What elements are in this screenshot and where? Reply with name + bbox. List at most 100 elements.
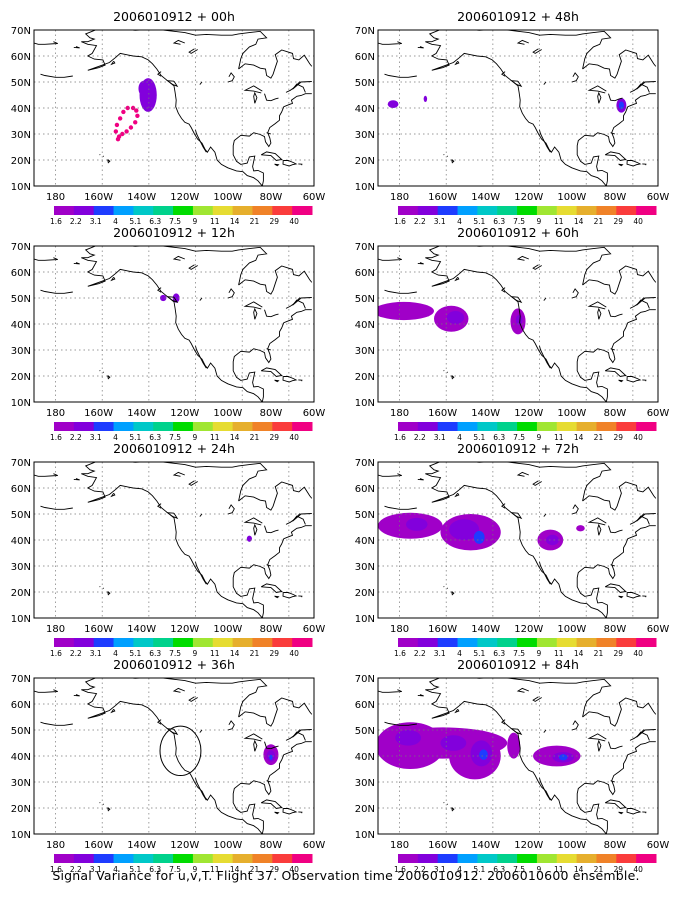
colorbar-swatch bbox=[536, 206, 558, 215]
colorbar-label: 40 bbox=[289, 217, 299, 226]
coastline bbox=[576, 309, 656, 402]
coastline bbox=[232, 525, 312, 618]
colorbar-label: 4 bbox=[113, 433, 118, 442]
colorbar-swatch bbox=[417, 638, 439, 647]
colorbar-swatch bbox=[93, 638, 115, 647]
colorbar-swatch bbox=[212, 638, 234, 647]
colorbar-label: 3.1 bbox=[90, 649, 102, 658]
coastline bbox=[227, 504, 235, 515]
map-panel: 2006010912 + 48h 10N 20N 30N 40N 50N 60N 70N 180… bbox=[355, 9, 670, 226]
coastline bbox=[274, 379, 280, 383]
variance-contour bbox=[423, 95, 428, 103]
coastline bbox=[582, 265, 657, 295]
variance-contour bbox=[473, 530, 485, 544]
coastline bbox=[195, 777, 207, 801]
colorbar-swatch bbox=[636, 422, 657, 431]
coastline bbox=[507, 678, 612, 718]
colorbar-swatch bbox=[173, 854, 194, 863]
colorbar-label: 9 bbox=[537, 217, 542, 226]
coastline bbox=[298, 163, 303, 166]
coastline bbox=[532, 480, 542, 486]
coastline bbox=[604, 151, 627, 161]
coastline bbox=[571, 288, 579, 299]
lat-tick-label: 10N bbox=[355, 830, 375, 841]
colorbar-swatch bbox=[636, 638, 657, 647]
coastline bbox=[451, 159, 455, 164]
coastline bbox=[81, 462, 140, 475]
coastline bbox=[195, 129, 207, 153]
lat-tick-label: 30N bbox=[11, 130, 31, 141]
colorbar-label: 9 bbox=[537, 865, 542, 874]
lon-tick-label: 100W bbox=[213, 408, 242, 419]
colorbar-swatch bbox=[398, 422, 419, 431]
coastline bbox=[199, 297, 203, 301]
coastline bbox=[243, 517, 263, 526]
colorbar-swatch bbox=[232, 854, 253, 863]
colorbar-swatch bbox=[517, 638, 538, 647]
colorbar-swatch bbox=[477, 206, 498, 215]
colorbar-label: 6.3 bbox=[493, 649, 505, 658]
lat-tick-label: 30N bbox=[355, 130, 375, 141]
lon-tick-label: 140W bbox=[471, 624, 500, 635]
lon-tick-label: 140W bbox=[127, 408, 156, 419]
colorbar-swatch bbox=[556, 638, 578, 647]
map-panel: 2006010912 + 72h 10N 20N 30N 40N 50N 60N 70N 180… bbox=[355, 441, 670, 658]
colorbar-label: 21 bbox=[250, 649, 260, 658]
colorbar-swatch bbox=[232, 206, 253, 215]
lon-tick-label: 60W bbox=[303, 840, 326, 851]
variance-contour bbox=[515, 314, 523, 326]
coastline bbox=[507, 462, 612, 502]
colorbar-swatch bbox=[54, 638, 75, 647]
colorbar-label: 7.5 bbox=[513, 649, 525, 658]
lat-tick-label: 40N bbox=[355, 320, 375, 331]
coastline bbox=[188, 696, 198, 702]
coastline bbox=[604, 367, 627, 377]
lat-tick-label: 50N bbox=[355, 510, 375, 521]
colorbar-swatch bbox=[133, 854, 154, 863]
lon-tick-label: 120W bbox=[170, 192, 199, 203]
colorbar-swatch bbox=[477, 638, 498, 647]
coastline bbox=[571, 72, 579, 83]
coastline bbox=[81, 473, 263, 618]
variance-contour bbox=[576, 525, 585, 532]
colorbar-swatch bbox=[477, 422, 498, 431]
lat-tick-label: 60N bbox=[355, 52, 375, 63]
coastline bbox=[501, 287, 506, 293]
coastline bbox=[608, 309, 623, 318]
coastline bbox=[253, 307, 258, 320]
coastline bbox=[509, 728, 523, 736]
coastline bbox=[107, 807, 111, 812]
coastline bbox=[587, 733, 607, 742]
coastline bbox=[539, 561, 551, 585]
lat-tick-label: 30N bbox=[11, 778, 31, 789]
map-frame bbox=[377, 677, 659, 835]
coastline bbox=[571, 720, 579, 731]
coastline bbox=[285, 513, 301, 525]
coastline bbox=[532, 696, 542, 702]
map-frame bbox=[33, 677, 315, 835]
coastline bbox=[539, 777, 551, 801]
coastline bbox=[618, 163, 624, 167]
coastline bbox=[266, 564, 272, 567]
lon-tick-label: 120W bbox=[514, 624, 543, 635]
colorbar-label: 9 bbox=[193, 217, 198, 226]
colorbar-label: 6.3 bbox=[149, 649, 161, 658]
observation-point bbox=[121, 109, 126, 115]
coastline bbox=[188, 264, 198, 270]
coastline bbox=[313, 736, 314, 738]
coastline bbox=[81, 689, 263, 834]
colorbar-swatch bbox=[398, 638, 419, 647]
coastline bbox=[260, 799, 283, 809]
colorbar-swatch bbox=[133, 422, 154, 431]
coastline bbox=[243, 85, 263, 94]
coastline bbox=[539, 345, 551, 369]
colorbar-label: 3.1 bbox=[434, 649, 446, 658]
colorbar-label: 14 bbox=[574, 865, 584, 874]
lat-tick-label: 70N bbox=[11, 242, 31, 253]
coastline bbox=[425, 257, 607, 402]
coastline bbox=[165, 512, 179, 520]
map-content bbox=[378, 462, 658, 618]
coastline bbox=[417, 478, 424, 481]
colorbar-label: 7.5 bbox=[169, 433, 181, 442]
